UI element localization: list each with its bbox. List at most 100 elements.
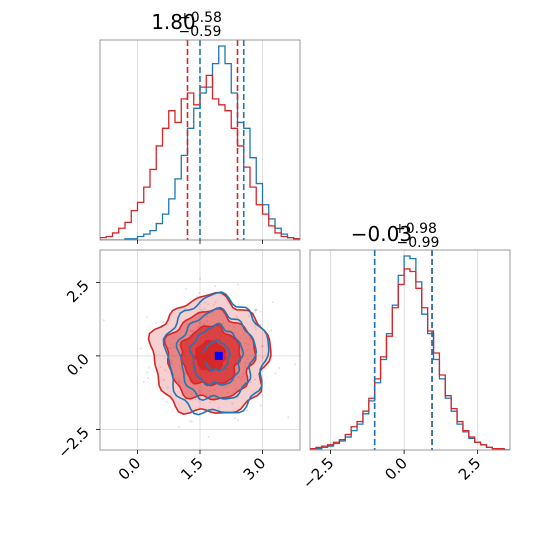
scatter-point: [217, 406, 220, 409]
scatter-point: [221, 322, 224, 325]
scatter-point: [207, 303, 210, 306]
joint-y-tick-label: 0.0: [63, 350, 93, 380]
title-param1-upper: +0.58: [179, 10, 222, 26]
scatter-point: [244, 362, 247, 365]
scatter-point: [242, 333, 245, 336]
scatter-point: [146, 316, 149, 319]
scatter-point: [226, 384, 229, 387]
quantiles-top: [186, 40, 245, 240]
scatter-point: [178, 382, 181, 385]
scatter-point: [170, 343, 173, 346]
scatter-point: [167, 347, 170, 350]
scatter-point: [194, 398, 197, 400]
scatter-point: [244, 365, 247, 368]
scatter-point: [239, 337, 242, 340]
scatter-point: [226, 391, 229, 394]
scatter-point: [148, 366, 151, 369]
hist-red-param2: [310, 268, 510, 450]
scatter-point: [235, 388, 238, 391]
scatter-point: [147, 376, 150, 379]
scatter-point: [203, 322, 206, 325]
scatter-point: [165, 401, 168, 404]
scatter-point: [172, 337, 175, 340]
scatter-point: [163, 379, 166, 382]
scatter-point: [254, 325, 257, 328]
scatter-point: [261, 394, 264, 397]
scatter-point: [246, 348, 249, 351]
axes-frame-right: [309, 249, 511, 451]
scatter-point: [236, 283, 239, 286]
scatter-point: [161, 398, 164, 401]
scatter-point: [245, 409, 248, 412]
scatter-point: [173, 345, 176, 348]
title-param1: 1.80 +0.58 −0.59: [151, 7, 227, 40]
scatter-point: [198, 322, 201, 325]
scatter-point: [190, 392, 193, 395]
joint-x-tick-label: 0.0: [115, 454, 145, 484]
scatter-point: [199, 277, 202, 280]
scatter-point: [200, 391, 203, 394]
scatter-point: [254, 308, 257, 311]
title-param2-value: −0.03: [351, 222, 412, 246]
scatter-point: [278, 366, 281, 369]
scatter-point: [235, 315, 238, 318]
scatter-point: [239, 361, 242, 364]
scatter-point: [203, 301, 206, 304]
scatter-point: [242, 372, 245, 375]
ticks-top: [137, 240, 263, 244]
joint-y-tick-label: 2.5: [63, 276, 93, 306]
scatter-point: [237, 418, 240, 421]
joint-x-tick-label: 3.0: [240, 454, 270, 484]
scatter-point: [233, 331, 236, 334]
scatter-point: [234, 417, 237, 420]
scatter-point: [247, 343, 250, 346]
scatter-point: [246, 357, 249, 360]
scatter-point: [200, 308, 203, 311]
markers-joint: [202, 351, 223, 362]
quantiles-right: [373, 250, 433, 450]
scatter-point: [192, 330, 195, 333]
scatter-point: [240, 378, 243, 381]
scatter-point: [233, 325, 236, 328]
scatter-point: [255, 308, 258, 311]
joint-x-tick-label: 1.5: [177, 454, 207, 484]
scatter-point: [214, 301, 217, 304]
scatter-point: [270, 329, 273, 332]
scatter-point: [249, 381, 252, 384]
scatter-point: [255, 328, 257, 331]
right-x-tick-label: 2.5: [455, 454, 485, 484]
scatter-point: [196, 295, 199, 298]
scatter-point: [237, 375, 240, 378]
scatter-point: [205, 320, 208, 323]
scatter-point: [259, 323, 262, 326]
scatter-point: [170, 362, 173, 365]
contour-blue: [162, 291, 270, 416]
scatter-point: [196, 326, 199, 329]
hist-right: [310, 255, 510, 450]
scatter-point: [188, 420, 191, 423]
scatter-point: [223, 385, 226, 388]
title-param2-upper: +0.98: [394, 221, 437, 237]
scatter-point: [186, 323, 189, 326]
scatter-point: [205, 393, 208, 396]
scatter-point: [102, 319, 105, 322]
scatter-point: [274, 372, 277, 375]
scatter-point: [261, 356, 264, 359]
scatter-point: [209, 401, 212, 404]
right-x-tick-label: 0.0: [381, 454, 411, 484]
scatter-point: [206, 314, 209, 317]
scatter-point: [164, 369, 167, 372]
hist-blue-param2: [310, 255, 510, 450]
scatter-point: [238, 376, 241, 379]
scatter-point: [162, 321, 165, 324]
scatter-point: [142, 380, 145, 383]
scatter-point: [259, 404, 262, 407]
contour-blue: [188, 322, 245, 387]
scatter-point: [254, 378, 257, 381]
scatter-point: [179, 368, 182, 370]
scatter-point: [249, 337, 252, 340]
contour-blue: [175, 306, 258, 402]
scatter-point: [213, 388, 216, 391]
scatter-point: [184, 308, 187, 311]
